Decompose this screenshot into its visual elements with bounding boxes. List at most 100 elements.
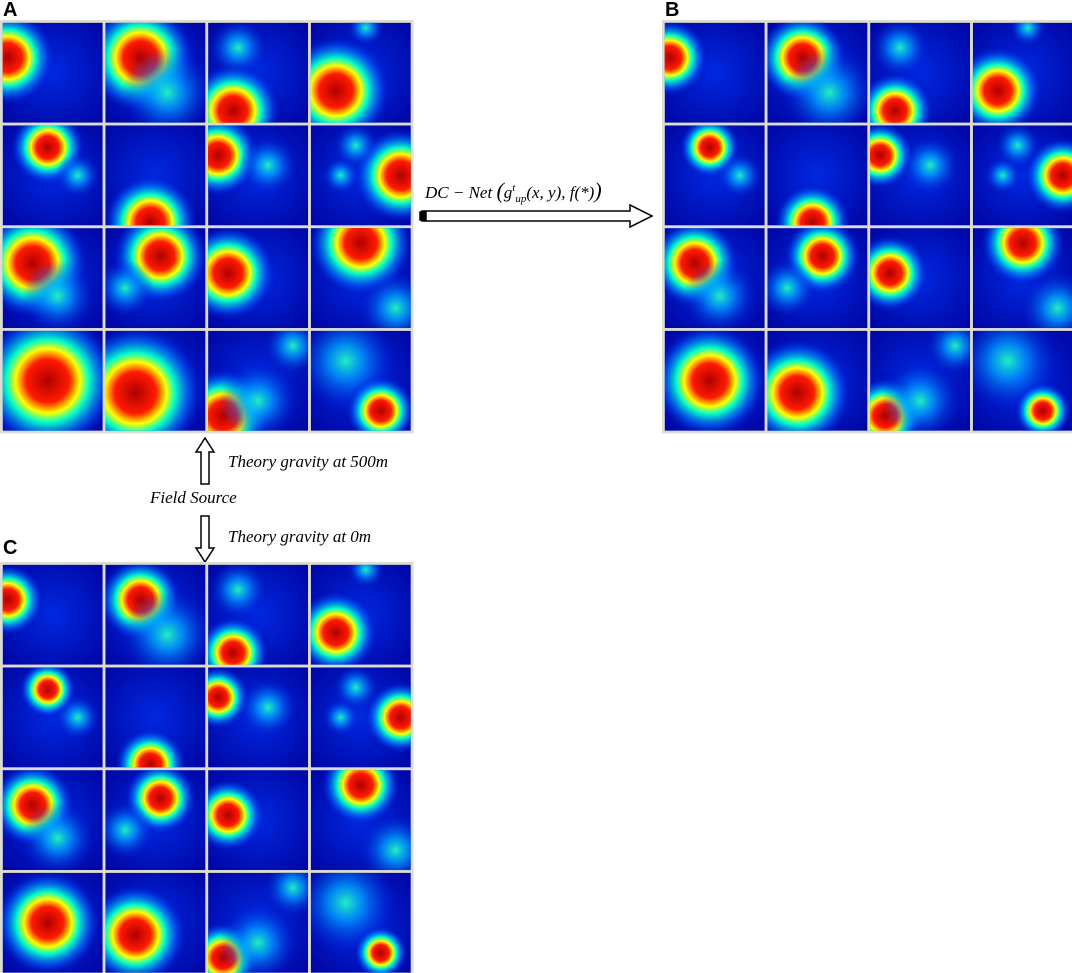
heatmap-cell [2,228,103,329]
heatmap-cell [972,125,1072,226]
anomaly [926,330,971,375]
heatmap-cell [208,872,309,973]
heatmap-cell [664,330,765,431]
heatmap-cell [105,330,206,431]
anomaly [333,125,378,168]
heatmap-cell [310,228,411,329]
anomaly [364,680,411,754]
anomaly [310,590,378,665]
anomaly [113,727,187,768]
anomaly [871,22,929,77]
heatmap-cell [972,228,1072,329]
anomaly [322,699,359,736]
anomaly [2,330,103,431]
anomaly [208,778,265,852]
anomaly [1014,382,1072,431]
anomaly [664,22,709,97]
anomaly [347,564,384,588]
heatmap-cell [105,125,206,226]
heatmap-cell [208,330,309,431]
heatmap-cell [664,125,765,226]
anomaly [783,47,868,123]
heatmap-cell [870,228,971,329]
heatmap-cell [208,667,309,768]
anomaly [320,770,401,826]
anomaly [105,883,187,973]
anomaly [979,228,1066,287]
heatmap-cell [870,330,971,431]
heatmap-cell [105,22,206,123]
anomaly [21,801,95,871]
anomaly [2,564,45,637]
arrow-up [194,436,216,485]
heatmap-cell [972,330,1072,431]
heatmap-cell [2,667,103,768]
annotation: Theory gravity at 0m [228,527,371,546]
anomaly [121,47,206,123]
panel-label: A [3,0,17,21]
anomaly [322,157,359,194]
heatmap-cell [208,564,309,665]
anomaly [264,330,309,375]
anomaly [870,234,930,313]
heatmap-cell [105,872,206,973]
heatmap-cell [310,125,411,226]
anomaly [664,330,765,431]
annotation: Field Source [149,488,237,507]
anomaly [972,45,1043,123]
annotation: Theory gravity at 500m [228,452,388,471]
anomaly [2,22,56,106]
anomaly [767,259,816,317]
anomaly [995,125,1040,168]
heatmap-cell [208,770,309,871]
anomaly [208,228,277,322]
anomaly [881,361,960,431]
anomaly [219,361,298,431]
anomaly [209,22,267,77]
heatmap-cell [870,125,971,226]
panel-label: C [3,537,17,559]
anomaly [1021,271,1072,329]
anomaly [984,157,1021,194]
heatmap-cell [208,22,309,123]
heatmap-cell [208,228,309,329]
anomaly [345,375,411,431]
heatmap-cell [2,22,103,123]
anomaly [21,259,95,329]
heatmap-cell [2,872,103,973]
anomaly [353,925,408,973]
heatmap-cell [767,125,868,226]
heatmap-cell [310,22,411,123]
anomaly [208,62,282,123]
anomaly [333,667,378,710]
heatmap-cell [664,228,765,329]
anomaly [208,616,270,665]
anomaly [208,667,250,730]
anomaly [121,589,206,665]
panel-label: B [665,0,679,21]
heatmap-cell [767,228,868,329]
heatmap-cell [767,22,868,123]
anomaly [870,71,935,123]
heatmap-cell [310,667,411,768]
anomaly [219,903,298,973]
anomaly [773,183,852,226]
heatmap-cell [2,125,103,226]
anomaly [347,22,384,46]
anomaly [105,174,199,226]
anomaly [359,271,411,329]
heatmap-cell [105,564,206,665]
anomaly [359,813,411,871]
heatmap-cell [105,667,206,768]
anomaly [239,136,297,194]
heatmap-cell [310,770,411,871]
heatmap-cell [105,770,206,871]
anomaly [105,330,205,431]
anomaly [105,259,154,317]
anomaly [55,153,100,198]
heatmap-cell [767,330,868,431]
heatmap-cell [208,125,309,226]
arrow-net [419,203,654,229]
anomaly [717,153,762,198]
